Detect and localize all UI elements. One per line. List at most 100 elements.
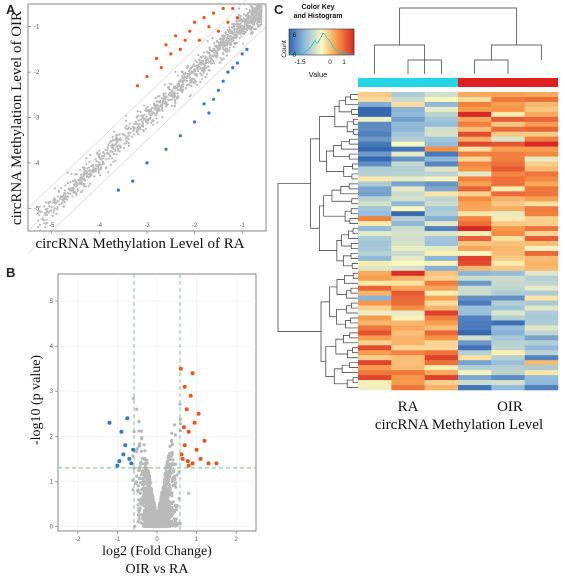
dendrogram-branch xyxy=(350,243,358,249)
scatter-point xyxy=(195,72,198,76)
scatter-point xyxy=(177,74,180,77)
scatter-y-tick-label: -1 xyxy=(34,25,40,31)
volcano-point-up xyxy=(184,407,189,412)
heatmap-cell xyxy=(424,206,459,212)
scatter-point xyxy=(171,89,174,92)
scatter-point xyxy=(143,104,146,107)
scatter-point xyxy=(221,46,224,49)
heatmap-cell xyxy=(391,136,425,142)
heatmap-cell xyxy=(491,231,525,237)
heatmap-cell xyxy=(424,151,459,157)
dendrogram-branch xyxy=(350,317,358,324)
scatter-point xyxy=(63,192,67,195)
volcano-x-tick-label: 0 xyxy=(155,537,159,543)
heatmap-cell xyxy=(458,385,492,391)
heatmap-cell xyxy=(358,310,392,316)
heatmap-cell xyxy=(391,116,425,123)
scatter-y-tick-label: -4 xyxy=(34,161,40,167)
heatmap-cell xyxy=(391,265,425,272)
scatter-point xyxy=(126,140,129,144)
scatter-point xyxy=(61,201,64,204)
scatter-point xyxy=(107,157,110,160)
heatmap-cell xyxy=(458,176,492,182)
scatter-point xyxy=(203,57,207,60)
scatter-point xyxy=(134,120,137,123)
heatmap-cell xyxy=(424,216,459,222)
color-key-swatch xyxy=(333,29,335,55)
dendrogram-branch xyxy=(336,279,347,295)
heatmap-cell xyxy=(358,305,392,311)
scatter-point xyxy=(211,62,214,65)
volcano-point xyxy=(138,444,142,448)
heatmap-cell xyxy=(358,360,392,366)
heatmap-cell xyxy=(524,106,559,113)
volcano-point xyxy=(149,490,153,494)
scatter-point-down xyxy=(145,161,149,165)
color-key-swatch xyxy=(314,29,316,55)
scatter-point xyxy=(117,147,120,151)
scatter-point xyxy=(124,119,128,122)
heatmap-cell xyxy=(391,360,425,366)
dendrogram-branch xyxy=(348,183,358,190)
heatmap-cell xyxy=(424,106,459,113)
scatter-point xyxy=(190,84,193,88)
scatter-point xyxy=(88,168,92,171)
volcano-point xyxy=(171,458,175,462)
heatmap-cell xyxy=(424,250,459,257)
scatter-point xyxy=(78,168,82,172)
volcano-point xyxy=(161,507,166,511)
heatmap-cell xyxy=(524,211,559,217)
volcano-point xyxy=(167,487,171,491)
dendrogram-branch xyxy=(341,234,352,247)
scatter-point xyxy=(189,81,192,84)
scatter-point xyxy=(72,180,75,183)
heatmap-cell xyxy=(491,101,525,108)
scatter-point xyxy=(128,122,131,125)
color-key-swatch xyxy=(344,29,346,55)
heatmap-cell xyxy=(358,280,392,286)
dendrogram-branch xyxy=(326,150,344,172)
scatter-point-down xyxy=(221,79,225,83)
heatmap-cell xyxy=(458,335,492,341)
scatter-point xyxy=(213,47,216,50)
volcano-point xyxy=(137,429,141,433)
volcano-point xyxy=(137,507,141,511)
scatter-point xyxy=(241,32,245,36)
heatmap: Color Key and Histogram Count 6 0 -1.5 0… xyxy=(277,4,559,433)
heatmap-cell xyxy=(491,365,525,371)
volcano-point xyxy=(139,481,143,485)
scatter-point xyxy=(231,40,234,43)
heatmap-cell xyxy=(524,151,559,157)
scatter-point xyxy=(197,53,200,57)
heatmap-cell xyxy=(458,231,492,237)
color-key-swatch xyxy=(317,29,319,55)
scatter-point xyxy=(88,172,91,175)
dendrogram-branch xyxy=(319,116,335,162)
scatter-point xyxy=(116,134,119,137)
volcano-point xyxy=(137,517,141,521)
volcano-point xyxy=(173,433,177,437)
heatmap-cell xyxy=(358,330,392,336)
scatter-point xyxy=(57,189,60,192)
scatter-point xyxy=(194,59,197,62)
volcano-point xyxy=(150,492,154,496)
scatter-point xyxy=(123,142,126,145)
scatter-point-up xyxy=(145,75,149,79)
scatter-point xyxy=(224,44,228,47)
scatter-point xyxy=(154,114,157,117)
volcano-point-up xyxy=(198,456,203,461)
scatter-point xyxy=(63,197,66,200)
color-key-swatch xyxy=(339,29,341,55)
scatter-point xyxy=(206,51,209,55)
heatmap-cell xyxy=(424,245,459,252)
group-color-bar xyxy=(358,78,558,87)
heatmap-cell xyxy=(524,126,559,133)
dendrogram-branch xyxy=(374,44,426,74)
scatter-point xyxy=(148,110,151,113)
heatmap-cell xyxy=(424,305,459,311)
color-key-swatch xyxy=(303,29,305,55)
heatmap-cell xyxy=(424,320,459,326)
group-bar-ra xyxy=(358,78,458,87)
heatmap-cell xyxy=(458,360,492,366)
color-key-swatch xyxy=(321,29,323,55)
